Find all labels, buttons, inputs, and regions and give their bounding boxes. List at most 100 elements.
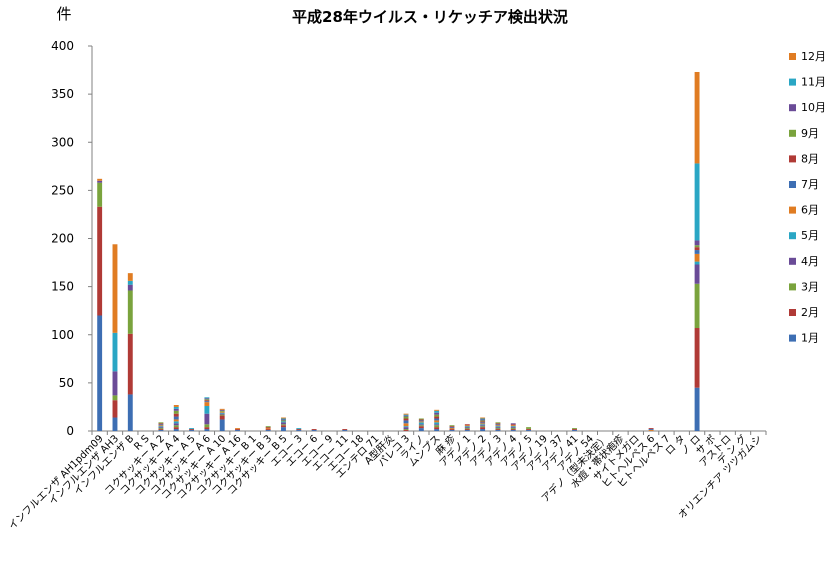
bar-segment (204, 405, 210, 414)
bar-segment (418, 419, 424, 421)
x-axis (91, 430, 767, 435)
bar-segment (526, 427, 532, 429)
legend-swatch (789, 78, 796, 86)
y-tick-label: 50 (59, 376, 74, 390)
bar-segment (434, 409, 440, 411)
bar-segment (572, 430, 577, 431)
bar-segment (235, 429, 240, 431)
bar-segment (480, 419, 486, 421)
y-tick-label: 200 (51, 232, 74, 246)
bar-segment (158, 426, 164, 428)
bar-segment (480, 426, 486, 428)
bar-segment (694, 283, 700, 329)
legend-swatch (789, 257, 796, 265)
bar-segment (296, 430, 302, 431)
bar-segment (403, 413, 409, 415)
bar-segment (464, 424, 470, 426)
legend-label: 1月 (801, 332, 819, 345)
bar-segment (265, 427, 271, 429)
legend-swatch (789, 334, 796, 342)
bar-segment (281, 421, 286, 423)
legend-label: 9月 (801, 127, 819, 140)
bar-segment (510, 428, 516, 430)
bar-segment (694, 250, 700, 254)
bar-segment (434, 424, 440, 426)
bar-segment (265, 426, 271, 428)
bar-segment (464, 426, 470, 428)
bar-segment (495, 425, 501, 427)
legend-label: 5月 (801, 229, 819, 242)
legend-swatch (789, 232, 796, 240)
bar-segment (311, 430, 317, 431)
bar-segment (219, 419, 225, 431)
bar-segment (434, 425, 440, 428)
bar-segment (434, 427, 440, 430)
bar-segment (219, 410, 225, 412)
bar-segment (648, 430, 654, 431)
bar-segment (694, 163, 700, 241)
bar-segment (204, 398, 210, 400)
bar-segment (127, 333, 133, 395)
bar-segment (480, 425, 486, 427)
bar-segment (403, 429, 409, 431)
bar-segment (219, 412, 225, 414)
bar-segment (449, 427, 455, 429)
bar-segment (495, 426, 501, 428)
bar-segment (127, 290, 133, 334)
legend-swatch (789, 309, 796, 316)
bar-segment (510, 429, 516, 431)
bar-segment (449, 426, 455, 428)
bar-segment (281, 417, 286, 419)
bar-segment (189, 428, 195, 430)
bar-segment (204, 413, 210, 425)
bar-segment (204, 424, 210, 428)
bar-segment (281, 424, 286, 426)
bar-segment (648, 428, 654, 430)
bar-segment (173, 421, 179, 424)
bar-segment (403, 430, 409, 431)
bar-segment (480, 427, 486, 430)
bar-segment (281, 418, 286, 420)
legend-label: 11月 (801, 76, 826, 89)
bar-segment (204, 400, 210, 402)
bar-segment (434, 429, 440, 431)
legend-swatch (789, 181, 796, 188)
bar-segment (648, 429, 654, 431)
bar-segment (219, 409, 225, 411)
bar-segment (694, 264, 700, 284)
bar-segment (464, 429, 470, 431)
bar-segment (510, 426, 516, 428)
legend-label: 7月 (801, 178, 819, 191)
bar-segment (510, 425, 516, 427)
legend-label: 8月 (801, 152, 819, 165)
bar-segment (480, 420, 486, 422)
bar-segment (173, 410, 179, 414)
bar-segment (495, 427, 501, 429)
bar-segment (480, 421, 486, 423)
bar-segment (342, 429, 348, 431)
bar-segment (204, 397, 210, 399)
bar-segment (495, 429, 501, 431)
bar-segment (204, 429, 210, 431)
bar-segment (281, 427, 286, 431)
bar-segment (112, 417, 118, 431)
bar-segment (403, 423, 409, 427)
bar-segment (526, 430, 532, 431)
bar-segment (464, 425, 470, 427)
legend-swatch (789, 129, 796, 137)
bar-segment (510, 423, 516, 425)
bar-segment (572, 429, 577, 431)
bar-segment (480, 423, 486, 425)
bar-segment (510, 430, 516, 431)
bar-segment (112, 400, 118, 418)
bar-segment (694, 253, 700, 262)
bar-segment (526, 428, 532, 430)
legend-swatch (789, 155, 796, 163)
bar-segment (112, 395, 118, 401)
bar-segment (127, 394, 133, 431)
bar-segment (173, 405, 179, 407)
bar-segment (265, 428, 271, 430)
bar-segment (173, 427, 179, 430)
bar-segment (112, 371, 118, 396)
